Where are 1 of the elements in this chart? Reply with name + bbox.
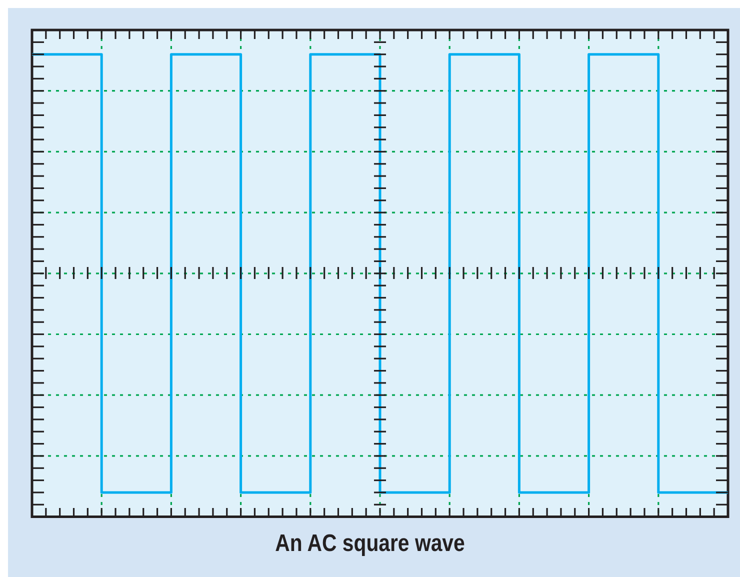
text: An AC square wave xyxy=(274,530,466,558)
